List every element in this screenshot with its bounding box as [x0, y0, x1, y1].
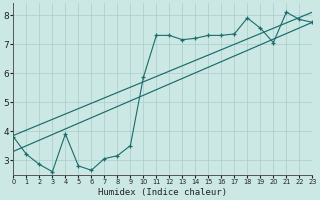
X-axis label: Humidex (Indice chaleur): Humidex (Indice chaleur) — [98, 188, 228, 197]
